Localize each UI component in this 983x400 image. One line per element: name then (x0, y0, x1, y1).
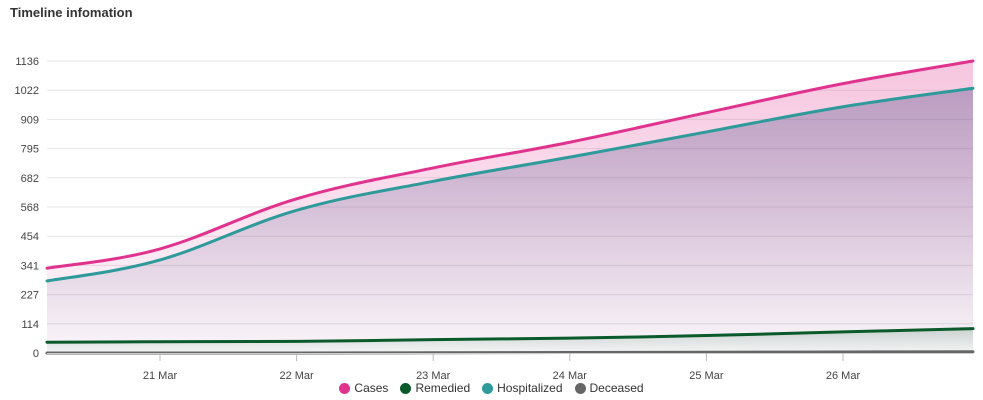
x-tick-label: 24 Mar (553, 370, 588, 380)
x-axis: 21 Mar 22 Mar 23 Mar 24 Mar 25 Mar 26 Mar (47, 353, 973, 380)
legend-label: Deceased (589, 381, 644, 395)
y-tick-label: 1136 (15, 56, 39, 68)
series-areas (47, 61, 973, 354)
legend-dot-icon (482, 382, 494, 394)
line-remedied (45, 327, 975, 344)
legend-item-remedied[interactable]: Remedied (400, 381, 470, 395)
line-cases (45, 59, 975, 270)
legend-item-deceased[interactable]: Deceased (574, 381, 644, 395)
legend-label: Remedied (415, 381, 471, 395)
x-tick-label: 26 Mar (826, 370, 861, 380)
chart-legend: Cases Remedied Hospitalized Deceased (0, 381, 983, 395)
legend-label: Hospitalized (497, 381, 563, 395)
legend-item-hospitalized[interactable]: Hospitalized (482, 381, 563, 395)
legend-item-cases[interactable]: Cases (339, 381, 388, 395)
x-tick-label: 21 Mar (143, 370, 178, 380)
x-tick-label: 23 Mar (416, 370, 451, 380)
legend-dot-icon (339, 382, 351, 394)
y-tick-label: 909 (21, 114, 39, 126)
x-tick-label: 25 Mar (689, 370, 724, 380)
y-tick-label: 227 (21, 290, 39, 302)
y-tick-label: 114 (21, 319, 39, 331)
y-tick-label: 795 (21, 144, 39, 156)
y-axis: 0 114 227 341 454 568 682 795 909 1022 1136 (15, 56, 39, 360)
legend-label: Cases (354, 381, 389, 395)
line-deceased (45, 350, 975, 355)
area-hospitalized (47, 88, 973, 354)
y-tick-label: 568 (21, 202, 39, 214)
x-tick-label: 22 Mar (279, 370, 314, 380)
chart-title: Timeline infomation (10, 5, 133, 20)
timeline-chart: 0 114 227 341 454 568 682 795 909 1022 1136 21 Mar… (15, 56, 975, 380)
y-tick-label: 341 (21, 260, 39, 272)
line-hospitalized (45, 86, 975, 283)
y-tick-label: 682 (21, 173, 39, 185)
legend-dot-icon (400, 382, 412, 394)
legend-dot-icon (574, 382, 586, 394)
y-tick-label: 0 (33, 348, 39, 360)
y-tick-label: 1022 (15, 85, 39, 97)
y-tick-label: 454 (21, 231, 39, 243)
